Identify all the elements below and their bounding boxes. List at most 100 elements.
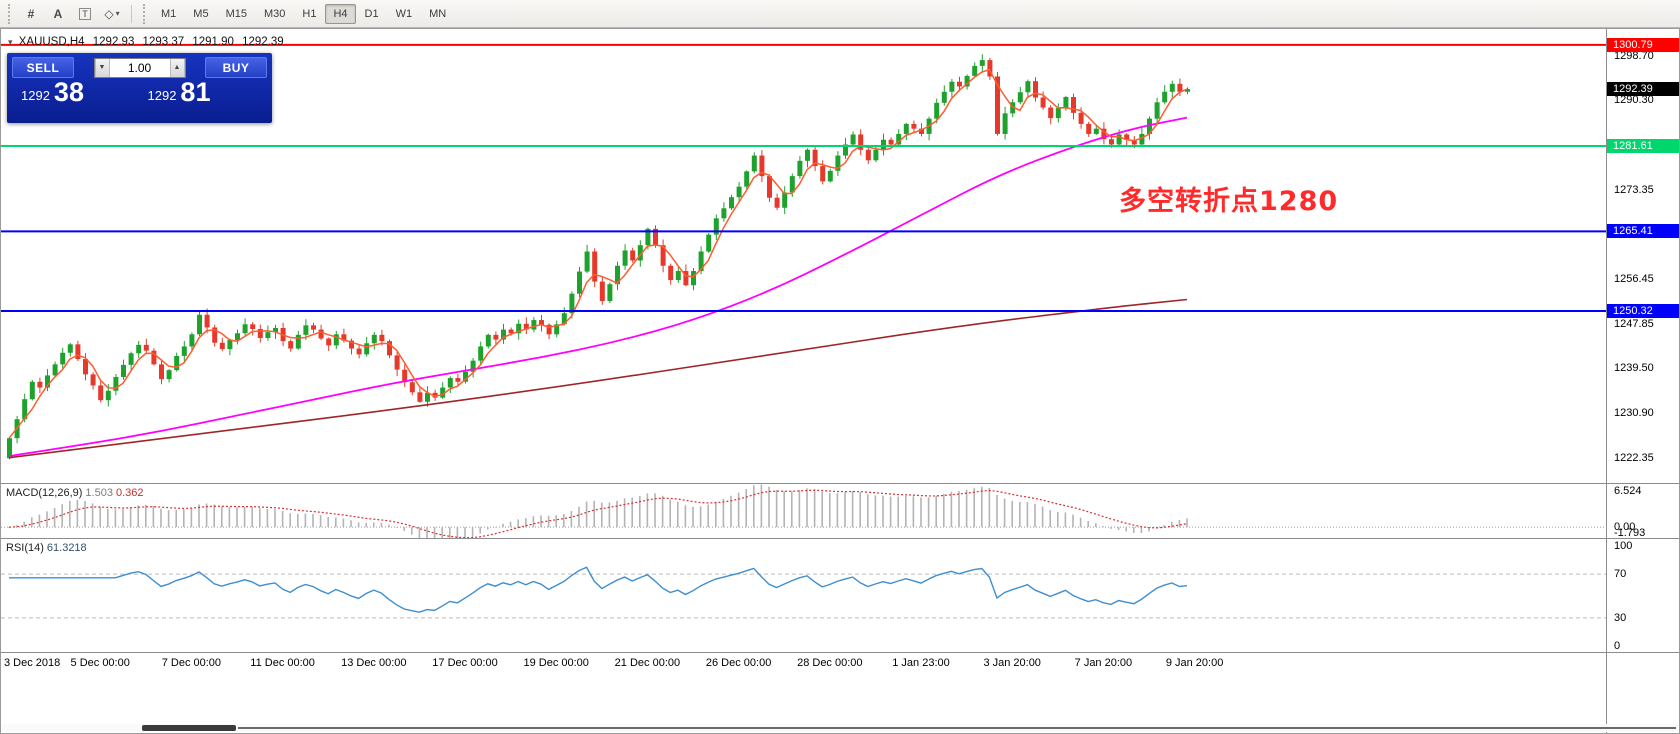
- text-icon: A: [53, 6, 63, 21]
- text-tool-button[interactable]: A: [45, 3, 71, 25]
- current-price-label: 1292.39: [1607, 82, 1679, 97]
- price-tick-label: 1239.50: [1614, 362, 1654, 375]
- sell-price-pips: 38: [53, 77, 84, 107]
- symbol-timeframe: XAUUSD,H4: [18, 36, 85, 48]
- macd-scale[interactable]: 6.524 0.00 -1.793: [1607, 483, 1679, 539]
- toolbar-grip[interactable]: [143, 3, 148, 24]
- ohlc-low: 1291.90: [192, 36, 234, 48]
- rsi-axis-label: 0: [1614, 640, 1621, 652]
- timeframe-button-m30[interactable]: M30: [263, 7, 286, 20]
- top-toolbar: # A T ◇ ▾ M1 M5 M15 M30 H1 H4 D1 W1 MN: [0, 0, 1680, 28]
- buy-price[interactable]: 1292 81: [141, 79, 268, 106]
- price-tick-label: 1273.35: [1614, 183, 1654, 196]
- macd-value-signal: 0.362: [115, 487, 144, 499]
- shapes-icon: ◇: [104, 6, 114, 21]
- timeframe-button-m15[interactable]: M15: [225, 7, 247, 20]
- chevron-down-icon: ▾: [115, 9, 120, 18]
- ohlc-open: 1292.93: [92, 36, 135, 48]
- rsi-label: RSI(14) 61.3218: [6, 542, 87, 554]
- scrollbar-track-line: [238, 727, 1676, 729]
- level-price-label: 1300.79: [1607, 37, 1679, 52]
- candlestick-chart[interactable]: [1, 29, 1606, 483]
- volume-increase-button[interactable]: ▲: [169, 58, 185, 77]
- ohlc-close: 1292.39: [242, 36, 284, 48]
- chart-window: ▾ XAUUSD,H4 1292.93 1293.37 1291.90 1292…: [0, 28, 1680, 734]
- macd-name: MACD(12,26,9): [6, 487, 83, 499]
- one-click-toggle-icon[interactable]: ▾: [8, 37, 13, 47]
- rsi-value: 61.3218: [46, 542, 87, 554]
- level-price-label: 1281.61: [1607, 139, 1679, 153]
- price-axis[interactable]: 1298.701290.301281.901273.351264.951256.…: [1606, 29, 1679, 733]
- timeframe-button-w1[interactable]: W1: [395, 7, 413, 20]
- toolbar-separator: [131, 4, 132, 23]
- rsi-chart[interactable]: [1, 539, 1606, 652]
- time-axis-label: 1 Jan 23:00: [892, 657, 950, 669]
- buy-button[interactable]: BUY: [205, 57, 267, 78]
- time-axis-label: 11 Dec 00:00: [250, 657, 315, 669]
- time-axis-label: 5 Dec 00:00: [70, 657, 130, 669]
- text-label-tool-button[interactable]: T: [72, 3, 98, 25]
- macd-axis-label: -1.793: [1614, 527, 1646, 539]
- timeframe-button-mn[interactable]: MN: [429, 7, 447, 20]
- crosshair-icon: #: [27, 6, 35, 21]
- rsi-name: RSI(14): [6, 542, 44, 554]
- rsi-axis-label: 30: [1614, 611, 1627, 624]
- macd-axis-label: 6.524: [1614, 485, 1642, 497]
- time-axis-label: 19 Dec 00:00: [523, 657, 589, 669]
- bottom-filler: [1, 674, 1606, 733]
- timeframe-button-d1[interactable]: D1: [364, 7, 379, 20]
- ohlc-high: 1293.37: [142, 36, 185, 48]
- time-axis-label: 26 Dec 00:00: [705, 657, 772, 669]
- main-price-scale[interactable]: 1298.701290.301281.901273.351264.951256.…: [1607, 29, 1679, 483]
- text-label-icon: T: [79, 7, 91, 20]
- sell-price-base: 1292: [21, 88, 50, 103]
- time-axis-label: 9 Jan 20:00: [1165, 657, 1224, 669]
- time-axis-label: 7 Jan 20:00: [1074, 657, 1133, 669]
- time-axis-label: 28 Dec 00:00: [797, 657, 863, 669]
- axis-corner: [1607, 652, 1679, 674]
- price-tick-label: 1290.30: [1614, 94, 1654, 107]
- toolbar-grip[interactable]: [8, 3, 13, 24]
- sell-button[interactable]: SELL: [12, 57, 74, 78]
- price-tick-label: 1256.45: [1614, 272, 1654, 285]
- horizontal-scrollbar[interactable]: [2, 724, 1678, 732]
- price-tick-label: 1222.35: [1614, 452, 1654, 465]
- volume-input[interactable]: [109, 58, 170, 77]
- time-axis-label: 3 Jan 20:00: [983, 657, 1041, 669]
- shapes-tool-button[interactable]: ◇ ▾: [99, 3, 125, 25]
- line-tools-group: # A T ◇ ▾: [18, 3, 125, 25]
- timeframes-group: M1 M5 M15 M30 H1 H4 D1 W1 MN: [153, 3, 454, 24]
- rsi-pane[interactable]: RSI(14) 61.3218: [1, 538, 1606, 652]
- macd-pane[interactable]: MACD(12,26,9) 1.503 0.362: [1, 483, 1606, 538]
- buy-price-pips: 81: [180, 77, 211, 107]
- level-price-label: 1250.32: [1607, 303, 1679, 318]
- price-chart-pane[interactable]: ▾ XAUUSD,H4 1292.93 1293.37 1291.90 1292…: [1, 29, 1606, 483]
- time-axis-label: 7 Dec 00:00: [161, 657, 222, 669]
- rsi-axis-label: 70: [1614, 568, 1627, 581]
- macd-axis-label: 0.00: [1614, 521, 1636, 534]
- chart-title: ▾ XAUUSD,H4 1292.93 1293.37 1291.90 1292…: [8, 36, 289, 48]
- level-price-label: 1265.41: [1607, 224, 1679, 239]
- macd-label: MACD(12,26,9) 1.503 0.362: [6, 487, 143, 499]
- one-click-trading-panel: SELL ▼ ▲ BUY 1292 38: [7, 53, 272, 123]
- price-tick-label: 1230.90: [1614, 407, 1654, 420]
- price-tick-label: 1247.85: [1614, 318, 1654, 331]
- timeframe-button-m5[interactable]: M5: [193, 7, 209, 20]
- price-tick-label: 1298.70: [1614, 49, 1654, 62]
- rsi-scale[interactable]: 100 70 30 0: [1607, 538, 1679, 652]
- timeframe-button-h1[interactable]: H1: [302, 7, 317, 20]
- timeframe-button-m1[interactable]: M1: [161, 7, 177, 20]
- scrollbar-thumb[interactable]: [142, 725, 236, 731]
- rsi-axis-label: 100: [1614, 540, 1633, 552]
- buy-price-base: 1292: [147, 88, 177, 103]
- volume-decrease-button[interactable]: ▼: [94, 58, 110, 77]
- sell-price[interactable]: 1292 38: [12, 79, 141, 106]
- timeframe-button-h4[interactable]: H4: [325, 3, 356, 24]
- macd-value-main: 1.503: [85, 487, 113, 499]
- time-axis[interactable]: 3 Dec 2018 5 Dec 00:00 7 Dec 00:00 11 Dec 0…: [1, 652, 1606, 674]
- volume-control: ▼ ▲: [93, 57, 186, 78]
- macd-chart[interactable]: [1, 484, 1606, 538]
- time-axis-label: 3 Dec 2018: [4, 657, 61, 669]
- time-axis-label: 13 Dec 00:00: [341, 657, 407, 669]
- crosshair-tool-button[interactable]: #: [18, 3, 44, 25]
